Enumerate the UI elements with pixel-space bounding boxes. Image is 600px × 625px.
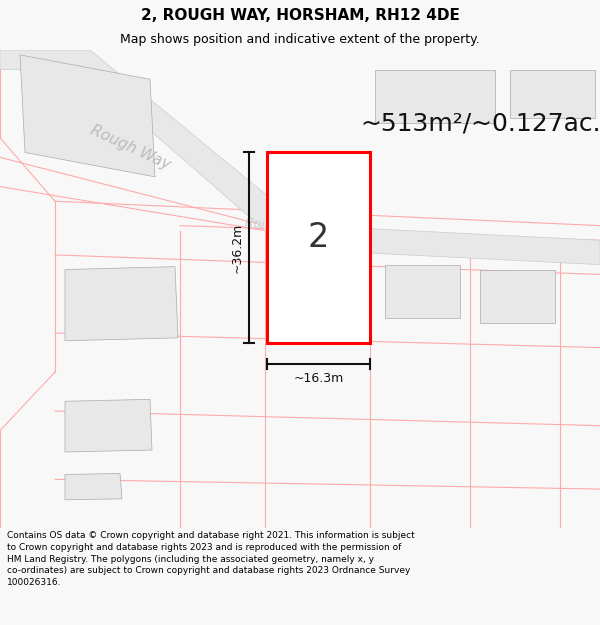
Bar bbox=[510, 69, 595, 118]
Polygon shape bbox=[20, 55, 155, 177]
Bar bbox=[375, 69, 495, 123]
Polygon shape bbox=[0, 50, 600, 264]
Text: Rough Way: Rough Way bbox=[244, 216, 316, 239]
Text: Map shows position and indicative extent of the property.: Map shows position and indicative extent… bbox=[120, 32, 480, 46]
Text: ~16.3m: ~16.3m bbox=[293, 372, 344, 385]
Text: ~513m²/~0.127ac.: ~513m²/~0.127ac. bbox=[360, 111, 600, 135]
Polygon shape bbox=[65, 399, 152, 452]
Text: Rough Way: Rough Way bbox=[88, 122, 172, 172]
Bar bbox=[480, 269, 555, 323]
Bar bbox=[385, 264, 460, 318]
Polygon shape bbox=[65, 267, 178, 341]
Bar bbox=[267, 152, 370, 342]
Bar bbox=[295, 226, 370, 284]
Text: ~36.2m: ~36.2m bbox=[231, 222, 244, 272]
Text: 2: 2 bbox=[308, 221, 329, 254]
Text: Contains OS data © Crown copyright and database right 2021. This information is : Contains OS data © Crown copyright and d… bbox=[7, 531, 415, 588]
Polygon shape bbox=[65, 474, 122, 500]
Text: 2, ROUGH WAY, HORSHAM, RH12 4DE: 2, ROUGH WAY, HORSHAM, RH12 4DE bbox=[140, 8, 460, 22]
